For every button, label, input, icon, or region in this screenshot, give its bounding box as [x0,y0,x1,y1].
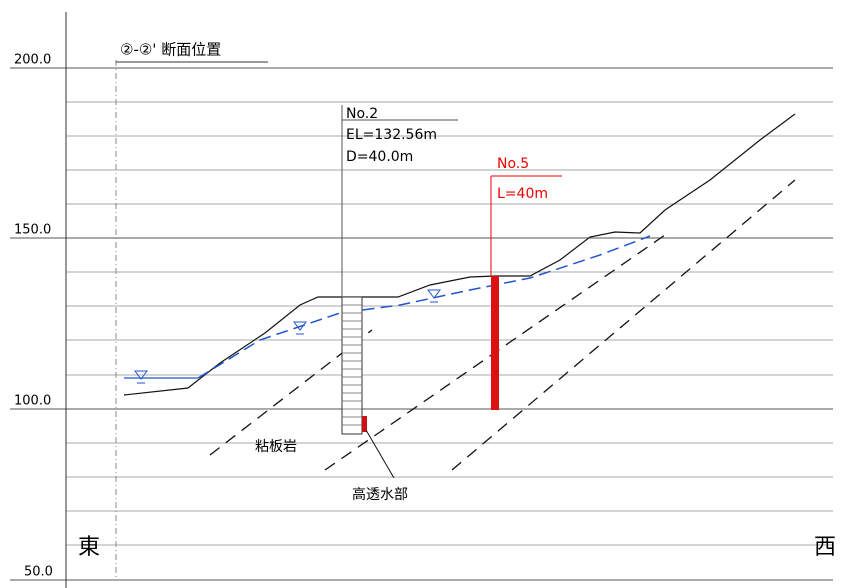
anchor [490,175,562,410]
anchor-name: No.5 [497,156,529,172]
elevation-label: 100.0 [14,394,51,409]
groundwater-line [197,235,651,379]
ground-profile [123,113,796,396]
elevation-label: 50.0 [24,565,53,580]
rock-label: 粘板岩 [255,439,297,455]
elevation-label: 200.0 [14,53,51,68]
leader-line [365,429,395,479]
borehole-elevation: EL=132.56m [346,127,437,143]
anchor-length: L=40m [497,186,548,202]
permeable-label: 高透水部 [352,486,408,503]
section-title: ②-②' 断面位置 [120,41,221,59]
direction-east: 東 [78,535,100,560]
grid [66,101,833,546]
borehole-depth: D=40.0m [346,149,413,165]
direction-west: 西 [814,535,836,560]
major-grid [10,67,833,581]
water-symbols [134,289,441,384]
borehole [341,105,458,435]
borehole-name: No.2 [346,106,378,122]
elevation-label: 150.0 [14,223,51,238]
rock-boundaries [209,179,796,471]
